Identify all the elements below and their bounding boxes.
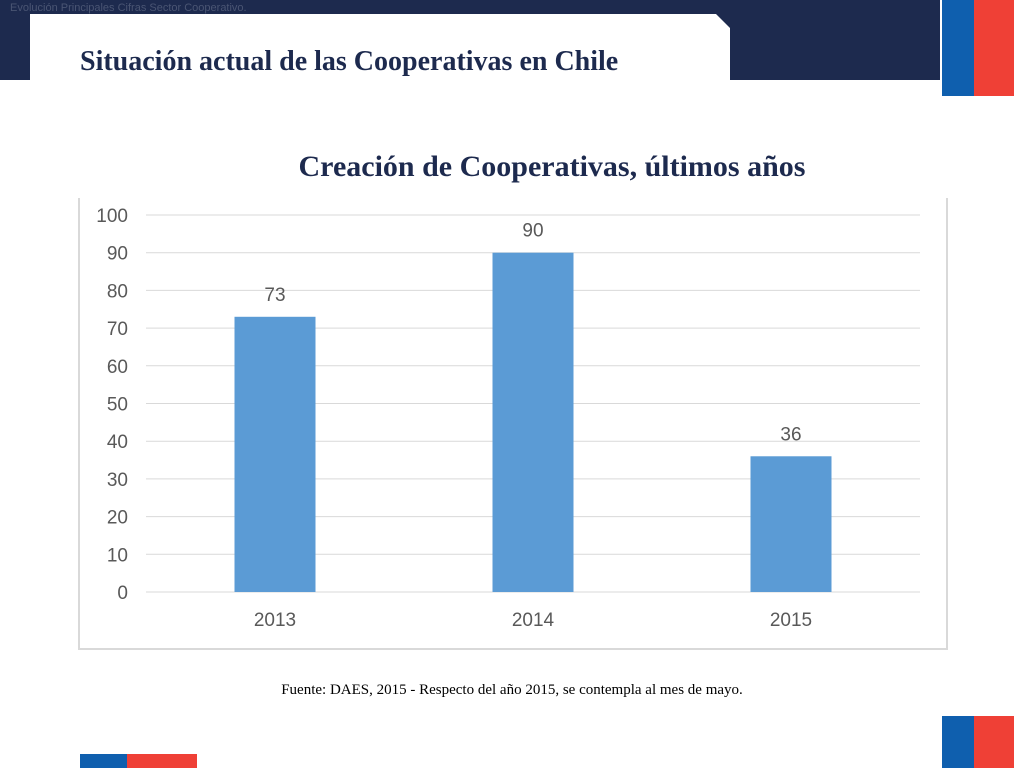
flag-logo-bottom bbox=[942, 716, 1014, 768]
chart-area bbox=[78, 198, 948, 650]
data-label: 90 bbox=[522, 221, 543, 242]
y-tick-label: 30 bbox=[107, 470, 128, 491]
x-tick-label: 2014 bbox=[512, 610, 555, 631]
source-note: Fuente: DAES, 2015 - Respecto del año 20… bbox=[281, 682, 743, 698]
page-title: Situación actual de las Cooperativas en … bbox=[80, 46, 619, 77]
bar-2013 bbox=[234, 316, 316, 592]
strip-blue-segment bbox=[80, 754, 127, 768]
y-tick-label: 90 bbox=[107, 244, 128, 265]
flag-logo-top bbox=[942, 0, 1014, 96]
data-label: 36 bbox=[780, 424, 801, 445]
y-tick-label: 20 bbox=[107, 508, 128, 529]
y-tick-label: 60 bbox=[107, 357, 128, 378]
chart-title: Creación de Cooperativas, últimos años bbox=[298, 150, 806, 183]
flag-blue-segment bbox=[942, 716, 974, 768]
data-label: 73 bbox=[264, 285, 285, 306]
y-tick-label: 40 bbox=[107, 432, 128, 453]
y-tick-label: 70 bbox=[107, 319, 128, 340]
title-card bbox=[30, 14, 730, 116]
strip-red-segment bbox=[127, 754, 197, 768]
y-tick-label: 100 bbox=[96, 206, 128, 227]
y-tick-label: 0 bbox=[117, 583, 128, 604]
y-tick-label: 50 bbox=[107, 395, 128, 416]
y-tick-label: 10 bbox=[107, 545, 128, 566]
corner-flag-strip bbox=[80, 754, 197, 768]
flag-blue-segment bbox=[942, 0, 974, 96]
breadcrumb: Evolución Principales Cifras Sector Coop… bbox=[10, 2, 247, 14]
y-tick-label: 80 bbox=[107, 281, 128, 302]
bar-2014 bbox=[492, 252, 574, 592]
x-tick-label: 2013 bbox=[254, 610, 296, 631]
bar-2015 bbox=[750, 456, 832, 592]
flag-red-segment bbox=[974, 0, 1014, 96]
flag-red-segment bbox=[974, 716, 1014, 768]
x-tick-label: 2015 bbox=[770, 610, 812, 631]
